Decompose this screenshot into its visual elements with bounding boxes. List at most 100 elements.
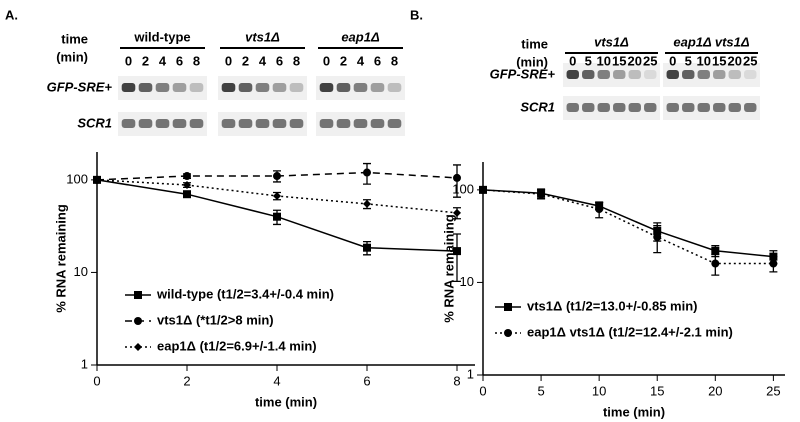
time-point: 0 (125, 53, 132, 68)
band (289, 119, 304, 128)
time-point: 2 (340, 53, 347, 68)
band (597, 103, 610, 112)
band (319, 83, 334, 92)
time-point: 25 (643, 53, 657, 68)
marker (93, 175, 101, 184)
x-tick-label: 15 (650, 383, 664, 398)
y-tick-label: 1 (467, 366, 474, 381)
band (353, 119, 368, 128)
y-axis-label: % RNA remaining (441, 214, 456, 323)
legend-label: eap1Δ vts1Δ (t1/2=12.4+/-2.1 min) (527, 324, 733, 339)
legend-marker (134, 291, 142, 299)
x-tick-label: 25 (766, 383, 780, 398)
marker (453, 173, 461, 182)
band (744, 70, 757, 79)
band (613, 103, 626, 112)
band (189, 119, 204, 128)
marker (653, 232, 662, 241)
strain-label: eap1Δ vts1Δ (673, 34, 750, 49)
band (121, 119, 136, 128)
band (666, 103, 679, 112)
band (155, 119, 170, 128)
time-point: 8 (193, 53, 200, 68)
marker (183, 172, 191, 181)
x-axis-label: time (min) (255, 394, 317, 409)
marker (183, 181, 191, 190)
time-point: 2 (242, 53, 249, 68)
time-point: 6 (374, 53, 381, 68)
time-label: (min) (516, 54, 548, 69)
time-point: 6 (176, 53, 183, 68)
marker (711, 246, 720, 255)
time-point: 0 (323, 53, 330, 68)
band (728, 70, 741, 79)
time-point: 6 (276, 53, 283, 68)
band (172, 119, 187, 128)
time-point: 5 (585, 53, 592, 68)
legend-marker (134, 317, 142, 325)
band (697, 103, 710, 112)
blot-row-label: GFP-SRE+ (490, 66, 556, 81)
blot-bg (563, 63, 660, 87)
time-point: 25 (743, 53, 757, 68)
band (272, 83, 287, 92)
y-tick-label: 100 (66, 171, 88, 186)
time-point: 0 (569, 53, 576, 68)
time-point: 4 (259, 53, 267, 68)
marker (273, 212, 281, 221)
blot-row-label: SCR1 (77, 115, 112, 130)
marker (769, 259, 778, 268)
band (221, 83, 236, 92)
time-point: 10 (697, 53, 711, 68)
x-tick-label: 20 (708, 383, 722, 398)
x-tick-label: 6 (363, 373, 370, 388)
legend-label: wild-type (t1/2=3.4+/-0.4 min) (156, 286, 334, 301)
time-point: 0 (669, 53, 676, 68)
strain-label: vts1Δ (594, 34, 629, 49)
band (138, 83, 153, 92)
band (121, 83, 136, 92)
time-point: 0 (225, 53, 232, 68)
legend-marker (134, 343, 142, 351)
blot-bg (563, 96, 660, 120)
blot-bg (663, 96, 760, 120)
band (336, 83, 351, 92)
band (353, 83, 368, 92)
time-point: 15 (612, 53, 626, 68)
band (138, 119, 153, 128)
band (713, 70, 726, 79)
time-point: 8 (391, 53, 398, 68)
band (582, 103, 595, 112)
marker (595, 205, 604, 214)
legend-marker (504, 329, 512, 337)
time-point: 20 (628, 53, 642, 68)
marker (711, 259, 720, 268)
series-line (482, 189, 774, 258)
band (238, 83, 253, 92)
band (189, 83, 204, 92)
band (582, 70, 595, 79)
x-tick-label: 0 (93, 373, 100, 388)
x-tick-label: 2 (183, 373, 190, 388)
marker (453, 208, 461, 217)
x-tick-label: 10 (592, 383, 606, 398)
marker (537, 190, 546, 199)
time-label: time (521, 36, 548, 51)
band (272, 119, 287, 128)
band (697, 70, 710, 79)
marker (273, 191, 281, 200)
marker (363, 243, 371, 252)
panel-label: B. (410, 7, 423, 22)
panel-label: A. (5, 7, 18, 22)
strain-label: vts1Δ (245, 29, 280, 44)
x-tick-label: 0 (479, 383, 486, 398)
y-tick-label: 1 (81, 356, 88, 371)
band (255, 119, 270, 128)
marker (363, 199, 371, 208)
time-point: 20 (728, 53, 742, 68)
strain-label: eap1Δ (341, 29, 380, 44)
band (628, 103, 641, 112)
strain-label: wild-type (133, 29, 190, 44)
band (682, 70, 695, 79)
time-point: 4 (159, 53, 167, 68)
